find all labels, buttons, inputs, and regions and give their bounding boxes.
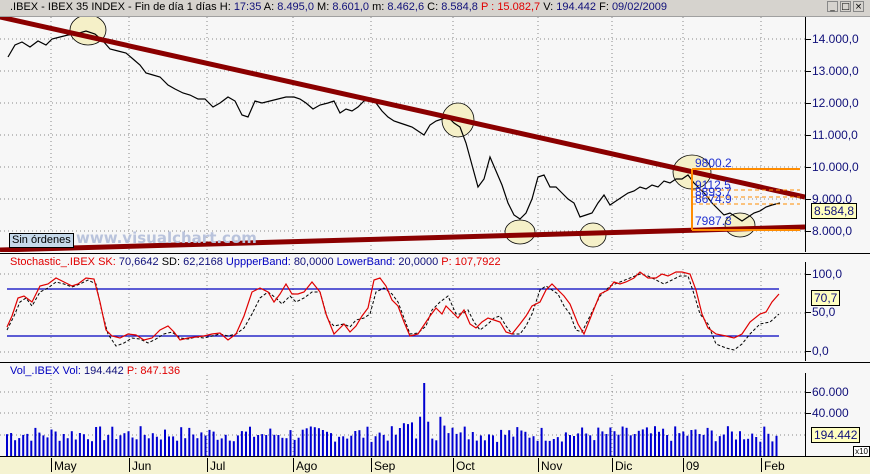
stochastic-panel: Stochastic_.IBEX SK: 70,6642 SD: 62,2168… [0,254,870,361]
volume-value: 194.442 [556,1,597,13]
price-chart[interactable] [0,17,805,252]
month-label: 09 [683,458,699,473]
symbol: .IBEX [10,1,39,13]
fib-level-4: 8674.9 [695,192,732,206]
stochastic-axis: 100,0 50,0 0,0 70,7 [805,262,870,361]
last-volume-tag: 194.442 [811,427,861,443]
period: Fin de día 1 días [134,1,217,13]
price-axis: 14.000,0 13.000,0 12.000,0 11.000,0 10.0… [805,17,870,252]
time-value: 17:35 [233,1,262,13]
watermark: www.visualchart.com [76,229,257,247]
sk-value: 70,6642 [118,256,159,268]
month-label: Dic [612,458,632,473]
volume-legend: Vol_.IBEX Vol: 194.442 P: 847.136 [10,365,181,377]
month-label: Ago [293,458,317,473]
minimize-button[interactable]: _ [827,1,838,12]
support-trendline [0,224,805,252]
month-label: May [51,458,77,473]
volume-panel: Vol_.IBEX Vol: 194.442 P: 847.136 60.000… [0,363,870,456]
panel-divider[interactable] [0,362,870,363]
panel-divider[interactable] [0,253,870,254]
orders-button[interactable]: Sin órdenes [9,233,74,248]
month-label: Nov [538,458,562,473]
last-stochastic-tag: 70,7 [811,290,841,306]
price-panel: 9800.2 9112.5 8893.7 8674.9 7987.3 14.00… [0,17,870,252]
time-axis: May Jun Jul Ago Sep Oct Nov Dic 09 Feb [0,456,870,474]
quote-summary: .IBEX - IBEX 35 INDEX - Fin de día 1 día… [10,1,667,13]
last-price-tag: 8.584,8 [811,203,858,219]
volume-legend-value: 194.442 [84,365,124,377]
p-value: 15.082,7 [497,1,541,13]
resistance-trendline [0,17,805,200]
fib-level-5: 7987.3 [695,214,732,228]
fib-level-1: 9800.2 [695,156,732,170]
month-label: Jul [207,458,225,473]
fib-level-2: 9112.5 [695,178,731,192]
volume-axis: 60.000 40.000 194.442 [805,373,870,456]
chart-title-bar: .IBEX - IBEX 35 INDEX - Fin de día 1 día… [0,0,870,17]
volume-chart[interactable] [0,363,805,456]
month-label: Feb [761,458,785,473]
high-value: 8.601,0 [332,1,370,13]
date-value: 09/02/2009 [611,1,667,13]
stochastic-chart[interactable] [0,254,805,361]
fib-level-3: 8893.7 [695,185,732,199]
instrument-name: IBEX 35 INDEX [47,1,125,13]
maximize-button[interactable]: □ [840,1,851,12]
open-value: 8.495,0 [277,1,314,13]
month-label: Sep [371,458,395,473]
month-label: Jun [129,458,151,473]
low-value: 8.462,6 [387,1,425,13]
stochastic-legend: Stochastic_.IBEX SK: 70,6642 SD: 62,2168… [10,256,501,268]
sd-value: 62,2168 [183,256,223,268]
month-label: Oct [453,458,475,473]
close-button[interactable]: × [853,1,864,12]
close-value: 8.584,8 [441,1,478,13]
